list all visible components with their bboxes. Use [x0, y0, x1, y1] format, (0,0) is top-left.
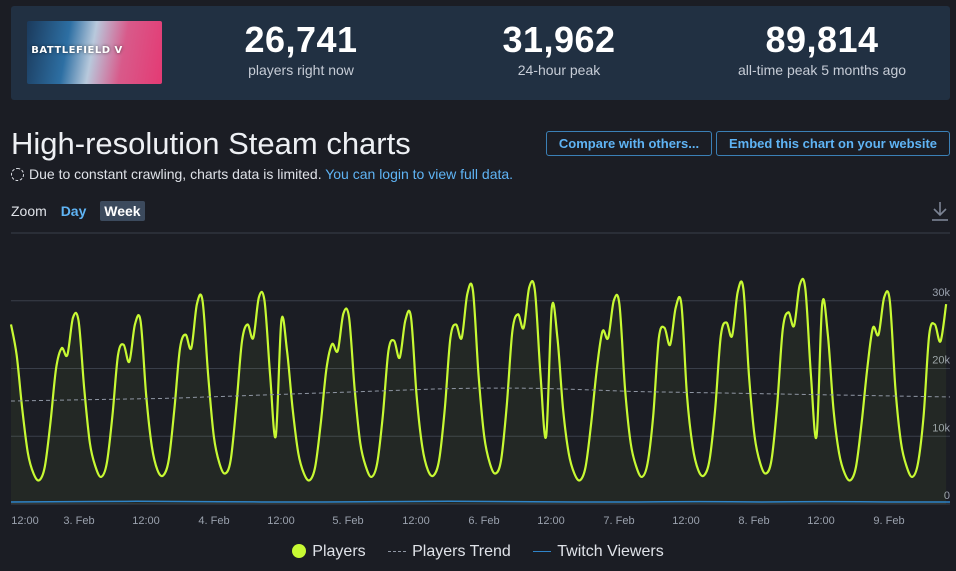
y-axis-labels: 0 10k 20k 30k [932, 287, 950, 502]
stat-label: 24-hour peak [517, 62, 601, 78]
stat-value: 89,814 [765, 19, 879, 60]
stat-label: all-time peak 5 months ago [737, 62, 907, 78]
trend-dash-icon [388, 551, 407, 553]
twitch-viewers-line [10, 500, 951, 503]
legend-twitch-viewers[interactable]: Twitch Viewers [533, 543, 664, 561]
download-icon[interactable] [931, 200, 949, 222]
players-area [11, 278, 947, 504]
players-dot-icon [292, 544, 307, 558]
stat-label: players right now [248, 62, 354, 78]
legend-label: Twitch Viewers [557, 543, 664, 560]
legend-players[interactable]: Players [292, 543, 366, 561]
x-tick-label: 12:00 [267, 515, 295, 527]
compare-button[interactable]: Compare with others... [546, 131, 712, 156]
x-tick-label: 12:00 [672, 515, 700, 527]
twitch-line-icon [533, 551, 552, 553]
x-tick-label: 12:00 [807, 515, 835, 527]
chart-legend: Players Players Trend Twitch Viewers [0, 543, 956, 561]
legend-label: Players Trend [412, 543, 511, 560]
x-tick-label: 5. Feb [332, 515, 363, 527]
x-tick-label: 12:00 [537, 515, 565, 527]
x-tick-label: 6. Feb [468, 515, 499, 527]
players-trend-line [10, 387, 951, 402]
stat-value: 26,741 [244, 19, 358, 60]
data-limited-notice: Due to constant crawling, charts data is… [11, 166, 513, 182]
legend-label: Players [312, 543, 366, 560]
zoom-week-button[interactable]: Week [100, 201, 145, 221]
chart-areas [11, 278, 947, 504]
login-link[interactable]: You can login to view full data. [325, 166, 514, 182]
zoom-label: Zoom [11, 203, 47, 219]
player-count-chart: 0 10k 20k 30k 12:00 3. Feb 12:00 4. Feb 12:00 5.… [9, 232, 951, 527]
x-tick-label: 12:00 [132, 515, 160, 527]
embed-chart-button[interactable]: Embed this chart on your website [716, 131, 950, 156]
x-tick-label: 3. Feb [63, 515, 94, 527]
x-tick-label: 7. Feb [603, 515, 634, 527]
chart-series [9, 277, 951, 503]
x-tick-label: 12:00 [402, 515, 430, 527]
page-title: High-resolution Steam charts [11, 126, 411, 161]
stat-players-now: 26,741 players right now [211, 19, 391, 79]
x-tick-label: 4. Feb [198, 515, 229, 527]
y-tick-label: 10k [932, 422, 950, 434]
x-tick-label: 12:00 [11, 515, 39, 527]
stat-24h-peak: 31,962 24-hour peak [469, 19, 649, 79]
y-tick-label: 30k [932, 287, 950, 299]
notice-text: Due to constant crawling, charts data is… [29, 166, 322, 182]
game-logo-text: BATTLEFIELD V [31, 45, 123, 56]
game-thumbnail[interactable]: BATTLEFIELD V [27, 21, 162, 84]
x-tick-label: 8. Feb [738, 515, 769, 527]
x-tick-label: 9. Feb [873, 515, 904, 527]
stat-value: 31,962 [502, 19, 616, 60]
chart-gridlines [11, 232, 950, 505]
stats-panel: BATTLEFIELD V 26,741 players right now 3… [11, 6, 950, 100]
zoom-day-button[interactable]: Day [60, 203, 87, 219]
stat-all-time-peak: 89,814 all-time peak 5 months ago [697, 19, 947, 79]
players-line [9, 277, 948, 482]
y-tick-label: 0 [944, 490, 950, 502]
legend-players-trend[interactable]: Players Trend [388, 543, 511, 561]
x-axis-labels: 12:00 3. Feb 12:00 4. Feb 12:00 5. Feb 12:00 6.… [11, 515, 904, 527]
loading-spinner-icon [11, 168, 24, 181]
zoom-controls: Zoom Day Week [11, 201, 145, 221]
y-tick-label: 20k [932, 355, 950, 367]
